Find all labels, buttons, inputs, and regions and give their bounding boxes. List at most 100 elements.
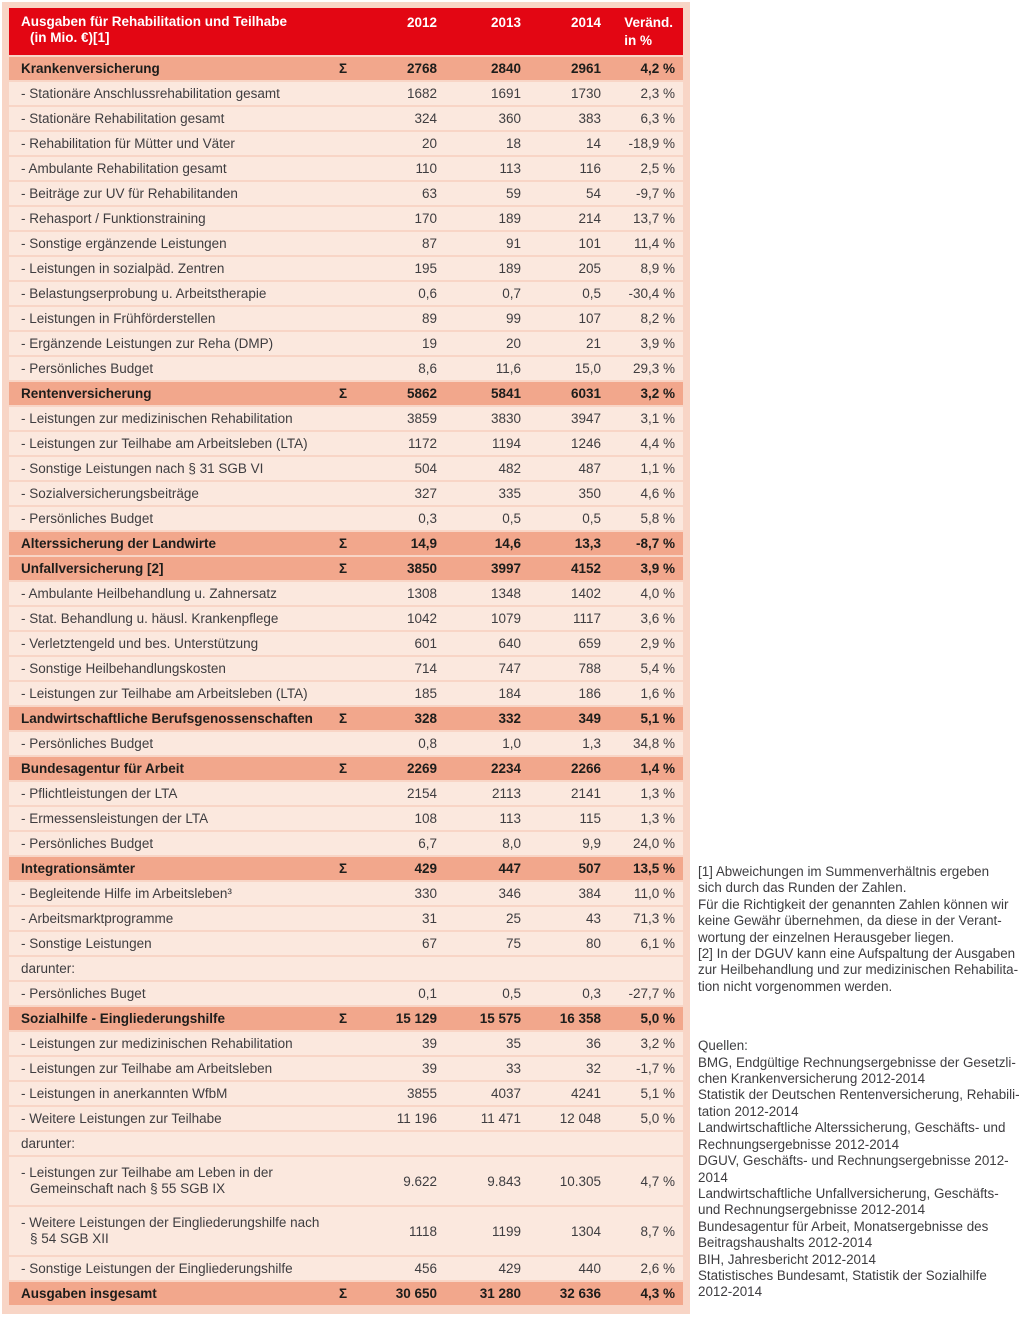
data-row: - Leistungen zur Teilhabe am Arbeitslebe…	[9, 1057, 683, 1080]
year-value: 116	[579, 161, 601, 176]
subheading-row: darunter:	[9, 957, 683, 980]
data-row: - Persönliches Budget 8,6 11,6 15,0 29,3 %	[9, 357, 683, 380]
row-label: - Persönliches Budget	[21, 835, 154, 851]
row-label: Sozialhilfe - Eingliederungshilfe	[21, 1010, 226, 1026]
change-header-label: Veränd. in %	[624, 15, 673, 48]
year-value: 11 471	[480, 1111, 521, 1126]
year-value: 0,5	[582, 511, 601, 526]
data-row: - Arbeitsmarktprogramme 31 25 43 71,3 %	[9, 907, 683, 930]
row-label: - Begleitende Hilfe im Arbeitsleben³	[21, 885, 232, 901]
year-value: 2269	[406, 761, 437, 776]
row-label: - Sonstige Leistungen der Eingliederungs…	[21, 1260, 293, 1276]
change-percent-value: 8,2 %	[640, 311, 675, 326]
row-label: - Stationäre Anschlussrehabilitation ges…	[21, 85, 280, 101]
year-value: 0,5	[502, 511, 521, 526]
year-value: 330	[414, 886, 437, 901]
data-row: - Verletztengeld und bes. Unterstützung 6…	[9, 632, 683, 655]
year-value: 39	[421, 1061, 437, 1076]
year-value: 113	[499, 811, 521, 826]
change-percent-value: 5,0 %	[640, 1011, 675, 1026]
row-label: Unfallversicherung [2]	[21, 560, 164, 576]
row-label: - Arbeitsmarktprogramme	[21, 910, 174, 926]
year-value: 15 575	[479, 1011, 521, 1026]
year-value: 33	[505, 1061, 521, 1076]
year-value: 384	[578, 886, 601, 901]
year-value: 75	[505, 936, 521, 951]
data-row: - Ermessensleistungen der LTA 108 113 115 1,…	[9, 807, 683, 830]
change-percent-value: 1,6 %	[640, 686, 675, 701]
year-value: 1117	[572, 611, 601, 626]
grand-total-row: Ausgaben insgesamt Σ 30 650 31 280 32 636 4,3…	[9, 1282, 683, 1305]
data-row: - Ambulante Heilbehandlung u. Zahnersatz…	[9, 582, 683, 605]
sigma-symbol: Σ	[339, 61, 348, 76]
row-label: - Rehabilitation für Mütter und Väter	[21, 135, 235, 151]
data-row: - Rehabilitation für Mütter und Väter 20 1…	[9, 132, 683, 155]
year-value: 788	[578, 661, 601, 676]
change-percent-value: 4,3 %	[640, 1286, 675, 1301]
data-row: - Begleitende Hilfe im Arbeitsleben³ 330 3…	[9, 882, 683, 905]
column-header-2013: 2013	[490, 15, 521, 30]
year-value: 12 048	[559, 1111, 601, 1126]
year-value: 184	[498, 686, 521, 701]
year-value: 383	[578, 111, 601, 126]
year-value: 9.843	[487, 1173, 521, 1189]
year-value: 30 650	[395, 1286, 437, 1301]
year-value: 25	[505, 911, 521, 926]
row-label: - Leistungen in sozialpäd. Zentren	[21, 260, 225, 276]
year-value: 13,3	[574, 536, 601, 551]
sigma-symbol: Σ	[339, 1286, 348, 1301]
row-label: - Ambulante Heilbehandlung u. Zahnersatz	[21, 585, 277, 601]
year-value: 1730	[570, 86, 601, 101]
year-value: 5841	[490, 386, 521, 401]
year-value: 9.622	[403, 1173, 437, 1189]
section-total-row: Sozialhilfe - Eingliederungshilfe Σ 15 129…	[9, 1007, 683, 1030]
data-row: - Leistungen zur Teilhabe am Arbeitslebe…	[9, 682, 683, 705]
row-label: Krankenversicherung	[21, 60, 160, 76]
row-label: - Stat. Behandlung u. häusl. Krankenpfle…	[21, 610, 279, 626]
section-total-row: Bundesagentur für Arbeit Σ 2269 2234 2266 1,4…	[9, 757, 683, 780]
row-label: Integrationsämter	[21, 860, 136, 876]
year-value: 2961	[570, 61, 601, 76]
change-percent-value: -9,7 %	[635, 186, 675, 201]
data-row: - Persönliches Budget 6,7 8,0 9,9 24,0 %	[9, 832, 683, 855]
data-row: - Sonstige Heilbehandlungskosten 714 747 78…	[9, 657, 683, 680]
year-value: 54	[585, 186, 601, 201]
change-percent-value: 8,9 %	[640, 261, 675, 276]
row-label: darunter:	[21, 1135, 76, 1151]
row-label: - Sonstige Leistungen	[21, 935, 152, 951]
change-percent-value: 8,7 %	[640, 1223, 675, 1239]
change-percent-value: 34,8 %	[632, 736, 675, 751]
year-value: 19	[421, 336, 437, 351]
year-value: 36	[585, 1036, 601, 1051]
year-value: 360	[498, 111, 521, 126]
year-value: 16 358	[559, 1011, 601, 1026]
year-value: 429	[414, 861, 437, 876]
column-header-2012: 2012	[406, 15, 437, 30]
year-value: 2141	[570, 786, 601, 801]
year-value: 1304	[570, 1223, 601, 1239]
year-value: 214	[578, 211, 601, 226]
year-value: 80	[585, 936, 601, 951]
year-value: 186	[578, 686, 601, 701]
section-total-row: Integrationsämter Σ 429 447 507 13,5 %	[9, 857, 683, 880]
change-percent-value: 5,8 %	[640, 511, 675, 526]
change-percent-value: 2,3 %	[640, 86, 675, 101]
year-value: 328	[414, 711, 437, 726]
sigma-symbol: Σ	[339, 1011, 348, 1026]
year-value: 0,3	[582, 986, 601, 1001]
change-percent-value: 1,4 %	[640, 761, 675, 776]
change-percent-value: 13,7 %	[632, 211, 675, 226]
side-notes: [1] Abweichungen im Summenverhältnis erg…	[698, 864, 1020, 1301]
change-percent-value: 3,1 %	[640, 411, 675, 426]
year-value: 108	[414, 811, 437, 826]
change-percent-value: -1,7 %	[635, 1061, 675, 1076]
data-row: - Sonstige Leistungen nach § 31 SGB VI 50…	[9, 457, 683, 480]
change-percent-value: 3,9 %	[640, 336, 675, 351]
change-percent-value: 1,3 %	[640, 786, 675, 801]
year-value: 11 196	[396, 1111, 437, 1126]
year-value: 0,8	[418, 736, 437, 751]
sigma-symbol: Σ	[339, 861, 348, 876]
row-label: - Sozialversicherungsbeiträge	[21, 485, 199, 501]
footnotes-text: [1] Abweichungen im Summenverhältnis erg…	[698, 864, 1019, 994]
row-label: - Leistungen in Frühförderstellen	[21, 310, 216, 326]
